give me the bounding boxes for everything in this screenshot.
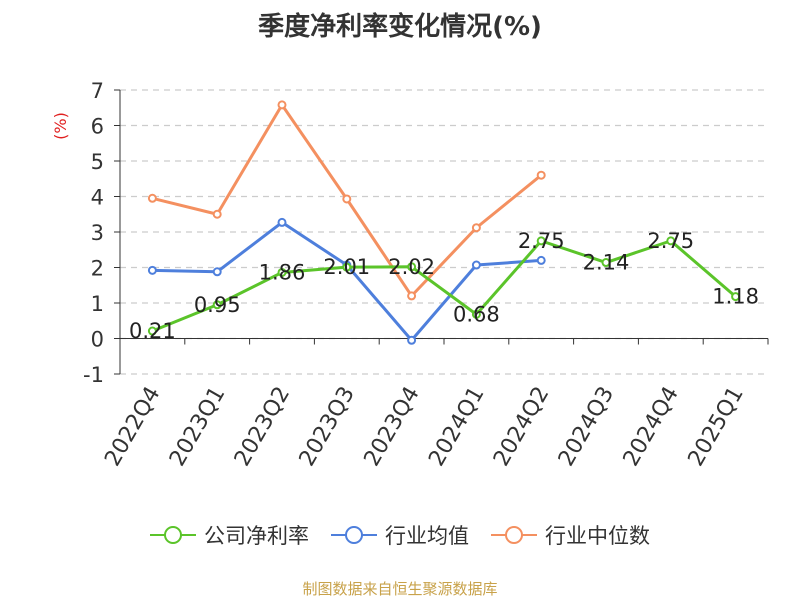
data-point-0 bbox=[277, 267, 287, 277]
data-point-0 bbox=[147, 326, 157, 336]
data-point-0 bbox=[342, 262, 352, 272]
legend-label-industry-median: 行业中位数 bbox=[545, 524, 650, 548]
x-tick-label: 2023Q1 bbox=[165, 383, 230, 471]
data-point-2 bbox=[407, 291, 417, 301]
data-point-1 bbox=[536, 255, 546, 265]
legend-label-industry-mean: 行业均值 bbox=[385, 524, 469, 548]
data-label: 0.68 bbox=[453, 302, 500, 326]
data-point-1 bbox=[407, 335, 417, 345]
data-label: 0.21 bbox=[129, 319, 176, 343]
legend-swatch-industry-mean bbox=[331, 526, 377, 544]
y-tick-label: 7 bbox=[91, 79, 104, 103]
data-point-0 bbox=[407, 262, 417, 272]
legend-swatch-company bbox=[150, 526, 196, 544]
x-tick-label: 2025Q1 bbox=[683, 383, 748, 471]
chart-title: 季度净利率变化情况(%) bbox=[258, 12, 542, 42]
data-label: 2.75 bbox=[647, 229, 694, 253]
data-label: 2.02 bbox=[388, 255, 435, 279]
data-point-0 bbox=[731, 292, 741, 302]
data-point-2 bbox=[277, 100, 287, 110]
y-tick-label: 4 bbox=[91, 186, 104, 210]
y-tick-label: 3 bbox=[91, 221, 104, 245]
y-tick-label: 5 bbox=[91, 150, 104, 174]
data-point-0 bbox=[601, 258, 611, 268]
chart-legend: 公司净利率 行业均值 行业中位数 bbox=[0, 520, 800, 550]
legend-item-industry-median[interactable]: 行业中位数 bbox=[491, 520, 650, 550]
legend-label-company: 公司净利率 bbox=[204, 524, 309, 548]
x-tick-label: 2023Q3 bbox=[295, 383, 360, 471]
y-tick-label: -1 bbox=[83, 363, 104, 387]
data-label: 0.95 bbox=[194, 293, 241, 317]
data-point-2 bbox=[536, 170, 546, 180]
data-point-2 bbox=[342, 194, 352, 204]
data-point-2 bbox=[212, 209, 222, 219]
y-tick-label: 0 bbox=[91, 328, 104, 352]
x-tick-label: 2024Q1 bbox=[424, 383, 489, 471]
data-point-1 bbox=[471, 260, 481, 270]
data-point-0 bbox=[666, 236, 676, 246]
y-tick-label: 6 bbox=[91, 115, 104, 139]
x-tick-label: 2023Q4 bbox=[359, 383, 424, 471]
source-note: 制图数据来自恒生聚源数据库 bbox=[302, 580, 498, 598]
y-tick-label: 1 bbox=[91, 292, 104, 316]
data-label: 2.14 bbox=[583, 251, 630, 275]
data-label: 2.01 bbox=[323, 255, 370, 279]
y-tick-label: 2 bbox=[91, 257, 104, 281]
data-label: 1.86 bbox=[259, 260, 306, 284]
data-point-1 bbox=[212, 267, 222, 277]
data-point-1 bbox=[277, 217, 287, 227]
series-line-0 bbox=[151, 239, 737, 333]
x-tick-label: 2023Q2 bbox=[230, 383, 295, 471]
data-point-2 bbox=[147, 193, 157, 203]
legend-swatch-industry-median bbox=[491, 526, 537, 544]
legend-item-company[interactable]: 公司净利率 bbox=[150, 520, 309, 550]
data-point-2 bbox=[471, 223, 481, 233]
data-point-1 bbox=[147, 265, 157, 275]
data-label: 1.18 bbox=[712, 285, 759, 309]
x-tick-label: 2024Q3 bbox=[554, 383, 619, 471]
x-tick-label: 2022Q4 bbox=[100, 383, 165, 471]
data-label: 2.75 bbox=[518, 229, 565, 253]
data-point-0 bbox=[212, 300, 222, 310]
legend-item-industry-mean[interactable]: 行业均值 bbox=[331, 520, 469, 550]
data-point-0 bbox=[536, 236, 546, 246]
y-axis-label: (%) bbox=[51, 112, 70, 140]
x-tick-label: 2024Q2 bbox=[489, 383, 554, 471]
data-point-0 bbox=[471, 309, 481, 319]
x-tick-label: 2024Q4 bbox=[619, 383, 684, 471]
